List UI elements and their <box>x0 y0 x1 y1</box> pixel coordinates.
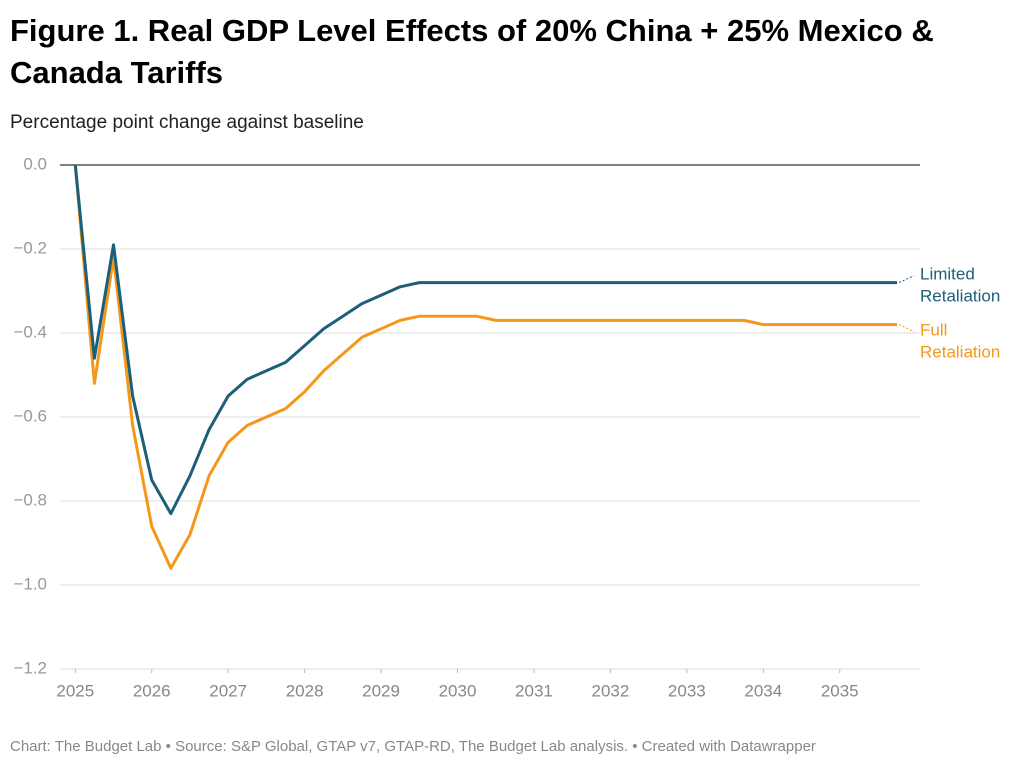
x-tick-label: 2032 <box>591 681 629 700</box>
label-connector <box>898 275 915 284</box>
chart-title: Figure 1. Real GDP Level Effects of 20% … <box>10 13 934 90</box>
y-tick-label: −1.2 <box>13 658 47 677</box>
label-connector <box>898 324 915 333</box>
legend-label: Limited Retaliation <box>920 265 1000 306</box>
chart-subtitle: Percentage point change against baseline <box>10 112 364 133</box>
y-tick-label: −0.2 <box>13 238 47 257</box>
x-tick-label: 2027 <box>209 681 247 700</box>
y-tick-label: −1.0 <box>13 574 47 593</box>
x-tick-label: 2033 <box>668 681 706 700</box>
line <box>73 164 898 516</box>
y-tick-label: −0.8 <box>13 490 47 509</box>
x-tick-label: 2031 <box>515 681 553 700</box>
x-tick-label: 2029 <box>362 681 400 700</box>
chart-footer: Chart: The Budget Lab • Source: S&P Glob… <box>10 738 816 755</box>
y-tick-label: −0.4 <box>13 322 47 341</box>
y-tick-label: −0.6 <box>13 406 47 425</box>
x-tick-label: 2026 <box>133 681 171 700</box>
y-tick-label: 0.0 <box>23 154 47 173</box>
x-tick-label: 2025 <box>56 681 94 700</box>
x-tick-label: 2028 <box>286 681 324 700</box>
line <box>73 164 898 570</box>
x-tick-label: 2035 <box>821 681 859 700</box>
x-tick-label: 2030 <box>439 681 477 700</box>
x-tick-label: 2034 <box>744 681 782 700</box>
legend-label: Full Retaliation <box>920 321 1000 362</box>
